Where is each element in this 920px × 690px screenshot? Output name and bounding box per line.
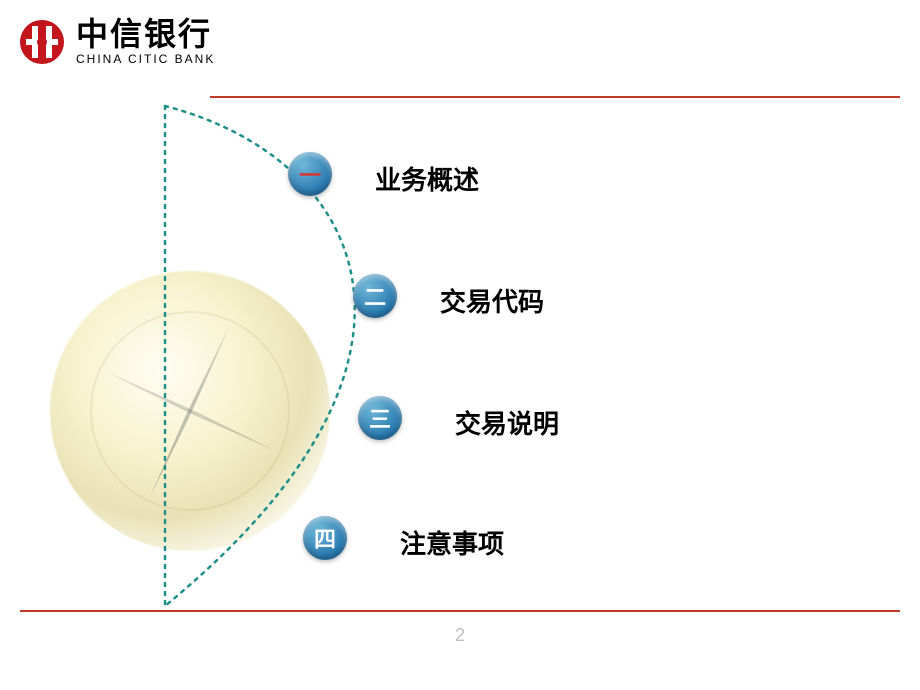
agenda-bullet-3: 三 xyxy=(358,396,402,440)
agenda-bullet-4: 四 xyxy=(303,516,347,560)
header: 中信银行 CHINA CITIC BANK xyxy=(18,18,215,66)
bottom-divider xyxy=(20,610,900,612)
agenda-label-1: 业务概述 xyxy=(375,160,479,197)
bank-name-en: CHINA CITIC BANK xyxy=(76,52,215,66)
agenda-bullet-2: 二 xyxy=(353,274,397,318)
agenda-label-2: 交易代码 xyxy=(440,282,544,319)
agenda-diagram: 一 业务概述二 交易代码三 交易说明四 注意事项 xyxy=(0,96,920,616)
citic-logo-icon xyxy=(18,18,66,66)
agenda-bullet-1: 一 xyxy=(288,152,332,196)
agenda-label-4: 注意事项 xyxy=(400,524,504,561)
logo-text: 中信银行 CHINA CITIC BANK xyxy=(76,18,215,66)
bank-name-cn: 中信银行 xyxy=(76,18,215,50)
page-number: 2 xyxy=(0,625,920,646)
agenda-label-3: 交易说明 xyxy=(455,404,559,441)
